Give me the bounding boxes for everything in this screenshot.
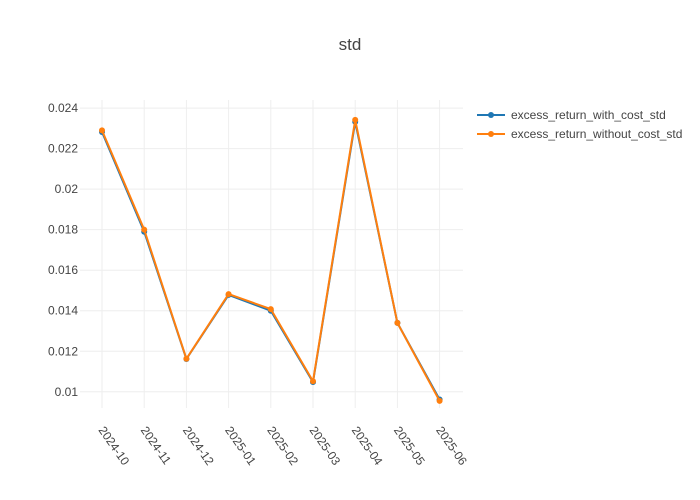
x-tick-label: 2024-10	[96, 424, 133, 468]
x-tick-label: 2024-11	[138, 424, 174, 468]
series-2	[99, 116, 443, 404]
data-point	[267, 306, 274, 313]
data-point	[436, 397, 443, 404]
y-tick-label: 0.014	[48, 304, 78, 318]
x-tick-label: 2025-01	[222, 424, 259, 468]
y-tick-label: 0.016	[48, 263, 78, 277]
legend-item[interactable]: excess_return_without_cost_std	[477, 127, 682, 141]
x-tick-label: 2025-04	[349, 424, 386, 468]
x-tick-label: 2025-03	[307, 424, 344, 468]
y-axis-ticks: 0.01 0.012 0.014 0.016 0.018 0.02 0.022 0.024	[48, 101, 78, 399]
data-point	[183, 355, 190, 362]
data-point	[352, 116, 359, 123]
y-tick-label: 0.01	[55, 385, 79, 399]
x-tick-label: 2024-12	[180, 424, 217, 468]
legend-item[interactable]: excess_return_with_cost_std	[477, 108, 666, 122]
x-tick-label: 2025-05	[391, 424, 428, 468]
y-tick-label: 0.012	[48, 344, 78, 358]
x-tick-label: 2025-06	[433, 424, 470, 468]
x-tick-label: 2025-02	[264, 424, 301, 468]
legend-marker	[488, 112, 494, 118]
chart-title: std	[339, 35, 362, 54]
y-tick-label: 0.018	[48, 223, 78, 237]
series-layer	[99, 116, 443, 404]
data-point	[394, 319, 401, 326]
data-point	[99, 127, 105, 134]
data-point	[225, 291, 232, 298]
legend-label: excess_return_with_cost_std	[511, 108, 666, 122]
legend-marker	[488, 131, 494, 137]
y-tick-label: 0.02	[55, 182, 79, 196]
x-axis-ticks: 2024-10 2024-11 2024-12 2025-01 2025-02 2025-…	[96, 424, 471, 468]
data-point	[310, 378, 316, 385]
grid	[80, 100, 463, 408]
y-tick-label: 0.022	[48, 142, 78, 156]
y-tick-label: 0.024	[48, 101, 78, 115]
legend-label: excess_return_without_cost_std	[511, 127, 682, 141]
data-point	[141, 226, 148, 233]
legend[interactable]: excess_return_with_cost_std excess_return…	[477, 108, 682, 141]
